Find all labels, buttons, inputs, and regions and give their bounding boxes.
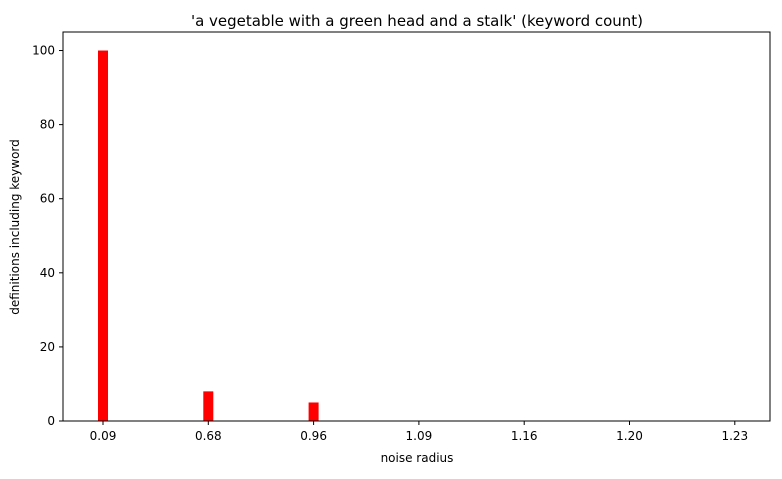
- x-tick-label: 1.23: [721, 429, 748, 443]
- x-tick-label: 0.68: [195, 429, 222, 443]
- bar-0.96: [308, 402, 319, 421]
- bar-0.09: [98, 50, 108, 422]
- x-tick-label: 0.96: [300, 429, 327, 443]
- y-tick-label: 40: [40, 266, 55, 280]
- plot-frame: [62, 31, 771, 422]
- chart-title: 'a vegetable with a green head and a sta…: [191, 12, 643, 30]
- bar-0.68: [203, 391, 214, 421]
- x-tick-label: 1.16: [511, 429, 538, 443]
- x-tick-label: 1.20: [616, 429, 643, 443]
- y-tick-label: 20: [40, 340, 55, 354]
- y-ticks: 0 20 40 60 80 100: [32, 44, 63, 428]
- x-ticks: 0.09 0.68 0.96 1.09 1.16 1.20 1.23: [90, 421, 748, 443]
- y-tick-label: 100: [32, 44, 55, 58]
- x-tick-label: 1.09: [406, 429, 433, 443]
- y-tick-label: 0: [47, 414, 55, 428]
- x-axis-label: noise radius: [381, 451, 454, 465]
- bars: [98, 50, 319, 422]
- y-tick-label: 60: [40, 192, 55, 206]
- y-axis-label: definitions including keyword: [8, 139, 22, 315]
- x-tick-label: 0.09: [90, 429, 117, 443]
- y-tick-label: 80: [40, 118, 55, 132]
